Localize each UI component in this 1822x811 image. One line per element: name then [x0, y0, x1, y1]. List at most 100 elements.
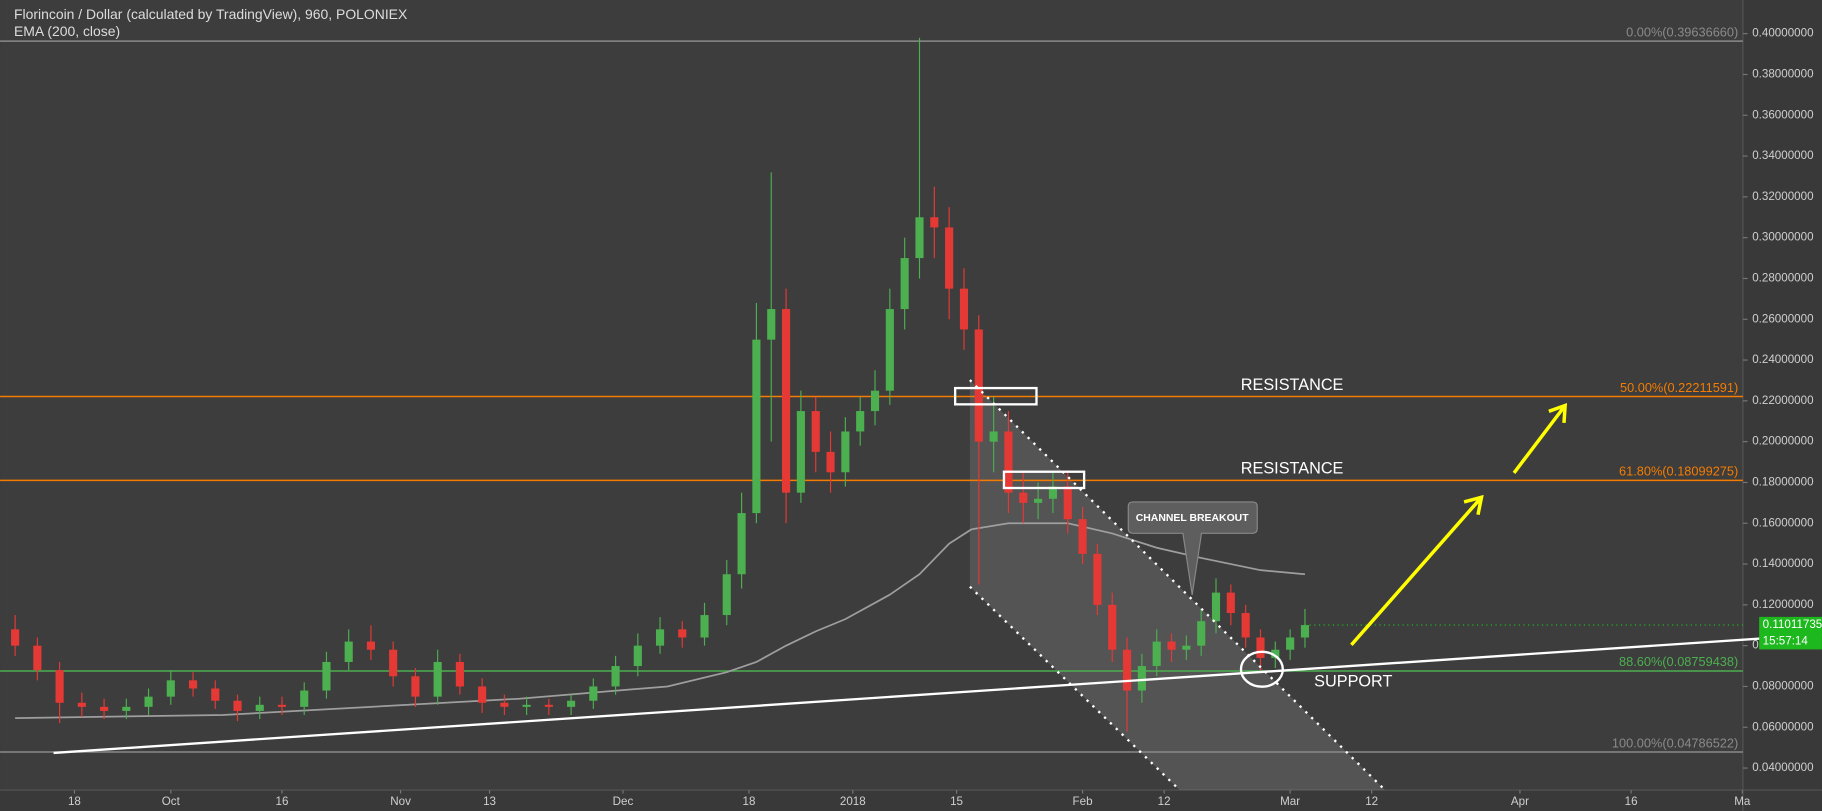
countdown-label: 15:57:14: [1763, 634, 1809, 647]
last-price-box: [1759, 616, 1822, 650]
candle-body: [611, 666, 620, 687]
candle-body: [544, 704, 553, 707]
x-tick-label: Oct: [162, 795, 181, 808]
candle-body: [655, 629, 665, 646]
annotation: RESISTANCE: [1241, 376, 1344, 394]
candle-body: [1034, 498, 1043, 503]
candle-body: [1019, 492, 1028, 503]
candle-body: [915, 217, 924, 259]
y-tick-label: 0.08000000: [1752, 680, 1813, 693]
x-tick-label: 12: [1365, 795, 1378, 808]
candle-body: [1197, 621, 1206, 646]
candle-body: [433, 661, 442, 697]
candle-body: [737, 513, 746, 575]
candle-body: [1093, 553, 1102, 605]
candle-body: [144, 696, 153, 707]
x-tick-label: 16: [1625, 795, 1638, 808]
candle-body: [767, 309, 776, 340]
fib-label: 88.60%(0.08759438): [1619, 654, 1738, 669]
y-tick-label: 0.22000000: [1752, 394, 1813, 407]
candle-body: [1048, 486, 1057, 499]
y-tick-label: 0.28000000: [1752, 272, 1813, 285]
candle-body: [781, 309, 791, 493]
candle-body: [945, 227, 954, 289]
arrows: [1350, 402, 1568, 647]
candle-body: [55, 670, 64, 703]
candle-body: [300, 690, 309, 707]
highlight-circle: [1239, 650, 1284, 688]
candle-body: [211, 688, 220, 701]
x-tick-label: Apr: [1511, 795, 1529, 808]
candle-body: [1211, 592, 1221, 622]
candle-body: [1122, 649, 1132, 691]
arrow-head: [1548, 402, 1568, 424]
highlight-box: [1002, 470, 1086, 490]
fib-label: 100.00%(0.04786522): [1612, 735, 1738, 750]
candle-body: [166, 680, 175, 697]
candle-body: [870, 390, 880, 412]
candle-body: [722, 574, 731, 616]
y-tick-label: 0.16000000: [1752, 516, 1813, 529]
candle-body: [344, 641, 353, 662]
candle-body: [1004, 431, 1013, 493]
x-tick-label: Dec: [613, 795, 634, 808]
candle-body: [856, 411, 865, 432]
y-tick-label: 0.12000000: [1752, 598, 1813, 611]
annotation: SUPPORT: [1314, 672, 1392, 690]
candle-body: [411, 676, 420, 697]
y-tick-label: 0.40000000: [1752, 27, 1813, 40]
candle-body: [1137, 666, 1146, 691]
time-axis-panel: [0, 790, 1822, 811]
candle-body: [841, 431, 850, 473]
candle-body: [100, 706, 109, 711]
candle-body: [1300, 625, 1310, 638]
candle-body: [1152, 641, 1161, 667]
candle-body: [122, 706, 131, 711]
candle-body: [752, 339, 761, 514]
y-tick-label: 0.06000000: [1752, 720, 1813, 733]
y-tick-label: 0.20000000: [1752, 435, 1813, 448]
y-tick-label: 0.18000000: [1752, 476, 1813, 489]
candle-body: [233, 700, 242, 711]
candle-body: [389, 649, 398, 677]
candle-body: [589, 686, 598, 701]
candle-body: [522, 704, 531, 707]
indicator-label: EMA (200, close): [14, 23, 120, 39]
candle-body: [1167, 641, 1176, 650]
last-price-label: 0.11011735: [1763, 618, 1822, 631]
candle-body: [811, 411, 820, 452]
candle-body: [11, 629, 20, 646]
candle-body: [1182, 645, 1191, 650]
candle-body: [633, 645, 642, 667]
arrow: [1512, 404, 1567, 474]
candle-body: [796, 411, 805, 493]
arrow: [1350, 496, 1483, 647]
x-tick-label: 2018: [840, 795, 866, 808]
y-tick-label: 0.34000000: [1752, 149, 1813, 162]
chart-title: Florincoin / Dollar (calculated by Tradi…: [14, 6, 407, 22]
x-tick-label: 13: [483, 795, 496, 808]
x-tick-label: Feb: [1073, 795, 1093, 808]
y-tick-label: 0.38000000: [1752, 68, 1813, 81]
fib-label: 0.00%(0.39636660): [1626, 24, 1738, 39]
candle-body: [478, 686, 487, 703]
candle-body: [455, 661, 464, 687]
arrow-head: [1463, 494, 1484, 516]
candle-body: [77, 702, 86, 707]
candle-body: [255, 704, 264, 711]
candle-body: [500, 702, 509, 707]
x-tick-label: Mar: [1280, 795, 1300, 808]
candle-body: [1256, 637, 1265, 658]
candle-body: [33, 645, 42, 671]
candle-body: [277, 704, 287, 707]
fib-label: 61.80%(0.18099275): [1619, 464, 1738, 479]
x-tick-label: Ma: [1734, 795, 1751, 808]
candle-body: [989, 431, 998, 442]
candle-body: [900, 258, 909, 310]
fib-label: 50.00%(0.22211591): [1620, 380, 1738, 395]
x-tick-label: 18: [743, 795, 756, 808]
candle-body: [959, 288, 969, 330]
y-tick-label: 0.26000000: [1752, 312, 1813, 325]
